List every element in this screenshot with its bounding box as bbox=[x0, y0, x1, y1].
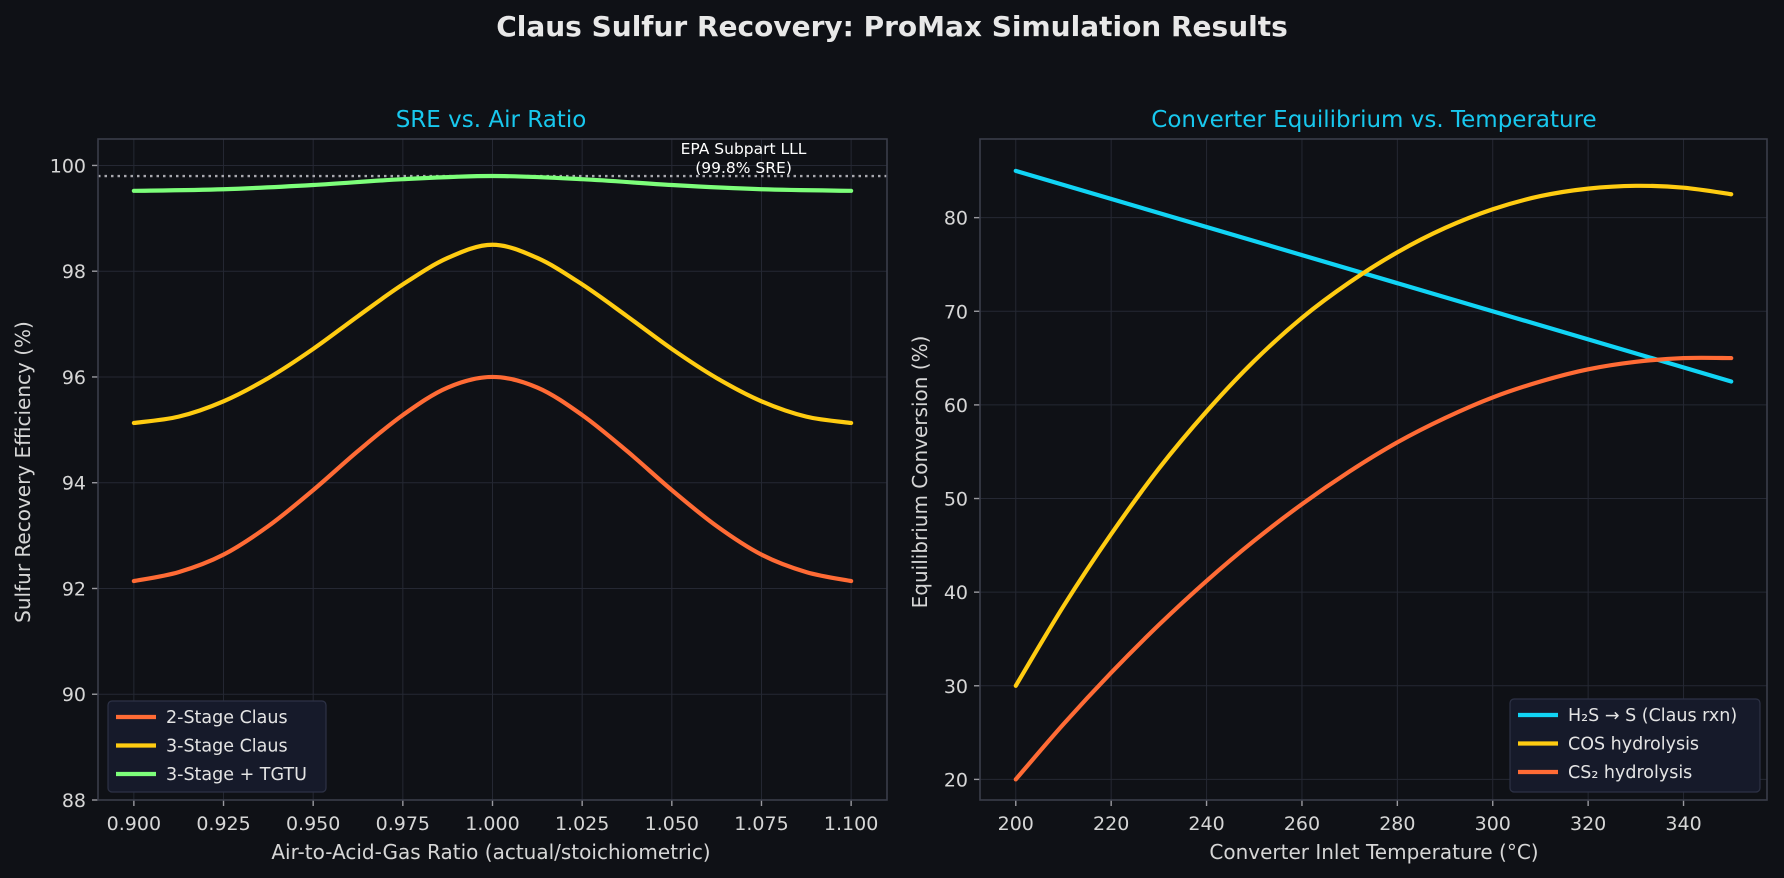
y-tick-label: 88 bbox=[62, 790, 86, 812]
y-tick-label: 100 bbox=[50, 155, 86, 177]
y-tick-label: 98 bbox=[62, 261, 86, 283]
plot-frame bbox=[97, 138, 888, 801]
y-tick-label: 40 bbox=[944, 582, 968, 604]
y-tick-label: 30 bbox=[944, 676, 968, 698]
reference-label-line1: EPA Subpart LLL bbox=[681, 140, 807, 158]
y-axis-label: Equilibrium Conversion (%) bbox=[908, 336, 932, 609]
x-tick-label: 300 bbox=[1475, 813, 1511, 835]
legend-entry: 2-Stage Claus bbox=[166, 708, 288, 728]
x-tick-label: 0.950 bbox=[286, 813, 340, 835]
x-tick-label: 260 bbox=[1284, 813, 1320, 835]
x-tick-label: 0.900 bbox=[107, 813, 161, 835]
y-tick-label: 70 bbox=[944, 301, 968, 323]
x-tick-label: 220 bbox=[1093, 813, 1129, 835]
y-tick-label: 96 bbox=[62, 367, 86, 389]
x-tick-label: 340 bbox=[1665, 813, 1701, 835]
legend-entry: CS₂ hydrolysis bbox=[1568, 763, 1692, 783]
x-axis-label: Converter Inlet Temperature (°C) bbox=[1209, 840, 1538, 864]
plot-frame bbox=[979, 138, 1768, 801]
plot-area: 0.900 0.925 0.950 0.975 1.000 1.025 1.050 1.075… bbox=[50, 138, 888, 835]
x-tick-label: 1.100 bbox=[824, 813, 878, 835]
series-line bbox=[1013, 183, 1734, 688]
y-tick-label: 60 bbox=[944, 395, 968, 417]
x-tick-label: 240 bbox=[1188, 813, 1224, 835]
x-tick-label: 200 bbox=[998, 813, 1034, 835]
converter-equilibrium-chart: Converter Equilibrium vs. Temperature Co… bbox=[908, 107, 1768, 864]
legend-entry: 3-Stage + TGTU bbox=[166, 765, 307, 785]
series-line bbox=[131, 374, 854, 584]
legend-box bbox=[107, 700, 327, 793]
y-tick-label: 20 bbox=[944, 769, 968, 791]
series-line bbox=[1013, 355, 1734, 782]
figure-title: Claus Sulfur Recovery: ProMax Simulation… bbox=[496, 10, 1288, 43]
y-axis-label: Sulfur Recovery Efficiency (%) bbox=[11, 321, 35, 623]
x-tick-label: 1.025 bbox=[555, 813, 609, 835]
x-tick-label: 1.075 bbox=[734, 813, 788, 835]
legend: H₂S → S (Claus rxn) COS hydrolysis CS₂ hyd… bbox=[1509, 698, 1761, 793]
chart-title: Converter Equilibrium vs. Temperature bbox=[1151, 107, 1596, 133]
x-tick-label: 280 bbox=[1379, 813, 1415, 835]
y-tick-label: 90 bbox=[62, 684, 86, 706]
y-tick-label: 50 bbox=[944, 489, 968, 511]
x-tick-label: 1.000 bbox=[465, 813, 519, 835]
series-line bbox=[131, 242, 854, 426]
x-tick-label: 0.975 bbox=[376, 813, 430, 835]
legend-entry: H₂S → S (Claus rxn) bbox=[1568, 706, 1737, 726]
series-line bbox=[1013, 168, 1734, 384]
x-tick-label: 320 bbox=[1570, 813, 1606, 835]
y-tick-label: 92 bbox=[62, 578, 86, 600]
legend-entry: 3-Stage Claus bbox=[166, 737, 288, 757]
legend-entry: COS hydrolysis bbox=[1568, 735, 1699, 755]
chart-title: SRE vs. Air Ratio bbox=[396, 107, 587, 133]
series-line bbox=[131, 173, 854, 193]
sre-vs-air-ratio-chart: SRE vs. Air Ratio Air-to-Acid-Gas Ratio … bbox=[11, 107, 888, 864]
legend-box bbox=[1509, 698, 1761, 793]
reference-label-line2: (99.8% SRE) bbox=[695, 159, 792, 177]
y-tick-label: 94 bbox=[62, 473, 86, 495]
x-tick-label: 0.925 bbox=[196, 813, 250, 835]
plot-area: 200 220 240 260 280 300 320 340 20 30 40 50 60 70 80 bbox=[944, 138, 1768, 835]
y-tick-label: 80 bbox=[944, 208, 968, 230]
legend: 2-Stage Claus 3-Stage Claus 3-Stage + TGTU bbox=[107, 700, 327, 793]
x-tick-label: 1.050 bbox=[645, 813, 699, 835]
x-axis-label: Air-to-Acid-Gas Ratio (actual/stoichiome… bbox=[271, 840, 710, 864]
